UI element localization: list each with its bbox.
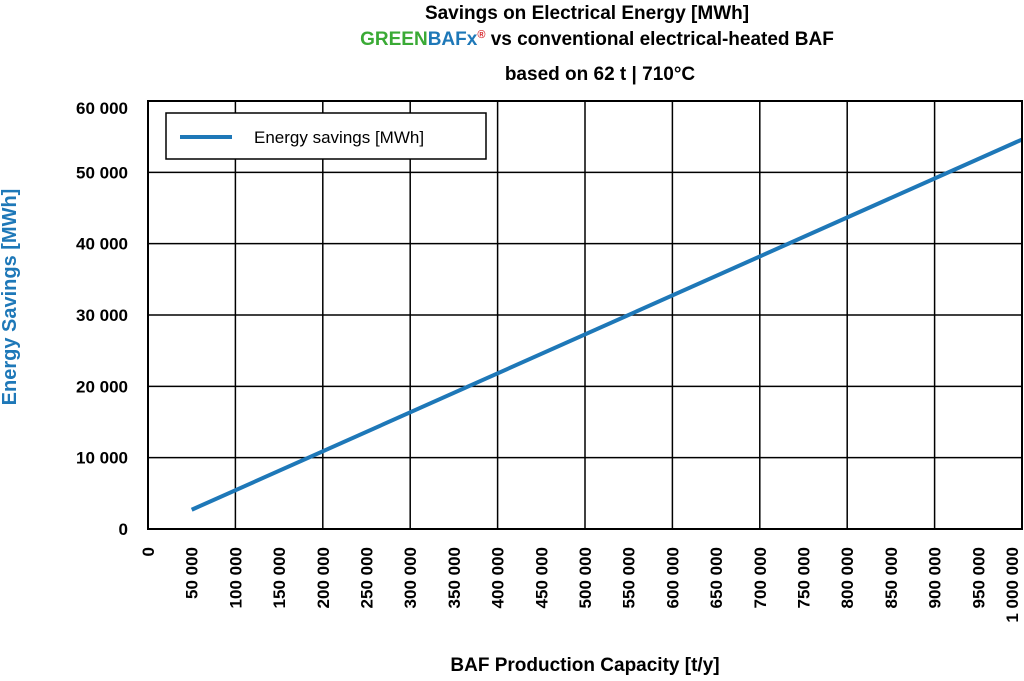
x-tick-label: 750 000 bbox=[795, 547, 814, 608]
brand-registered-mark: ® bbox=[477, 29, 485, 41]
x-tick-label: 850 000 bbox=[882, 547, 901, 608]
x-tick-labels: 0 50 000 100 000 150 000 200 000 250 000 300 0… bbox=[139, 547, 1022, 623]
chart-title-line1: Savings on Electrical Energy [MWh] bbox=[425, 3, 749, 24]
y-axis-label: Energy Savings [MWh] bbox=[0, 189, 21, 406]
x-tick-label: 800 000 bbox=[838, 547, 857, 608]
x-tick-label: 300 000 bbox=[401, 547, 420, 608]
x-axis-label: BAF Production Capacity [t/y] bbox=[450, 655, 719, 676]
grid-layer bbox=[148, 101, 1022, 529]
y-tick-label: 20 000 bbox=[76, 377, 128, 396]
x-tick-label: 450 000 bbox=[532, 547, 551, 608]
legend-label: Energy savings [MWh] bbox=[254, 128, 424, 147]
x-tick-label: 950 000 bbox=[969, 547, 988, 608]
y-tick-label: 60 000 bbox=[76, 99, 128, 118]
y-tick-label: 0 bbox=[119, 520, 128, 539]
x-tick-label: 500 000 bbox=[576, 547, 595, 608]
x-tick-label: 0 bbox=[139, 547, 158, 556]
brand-green-text: GREEN bbox=[360, 29, 428, 50]
chart-subtitle: based on 62 t | 710°C bbox=[505, 64, 696, 85]
series-line-energy-savings bbox=[190, 137, 1023, 512]
legend: Energy savings [MWh] bbox=[165, 112, 487, 160]
y-tick-label: 50 000 bbox=[76, 163, 128, 182]
brand-blue-text: BAFx bbox=[428, 29, 478, 50]
x-tick-label: 150 000 bbox=[270, 547, 289, 608]
y-tick-labels: 0 10 000 20 000 30 000 40 000 50 000 60 000 bbox=[76, 99, 128, 539]
x-tick-label: 900 000 bbox=[926, 547, 945, 608]
title-line2-rest: vs conventional electrical-heated BAF bbox=[485, 29, 833, 50]
y-tick-label: 40 000 bbox=[76, 235, 128, 254]
x-tick-label: 650 000 bbox=[707, 547, 726, 608]
x-tick-label: 250 000 bbox=[358, 547, 377, 608]
chart-title-line2: GREENBAFx® vs conventional electrical-he… bbox=[360, 29, 834, 50]
y-tick-label: 10 000 bbox=[76, 449, 128, 468]
x-tick-label: 50 000 bbox=[183, 547, 202, 599]
x-tick-label: 100 000 bbox=[226, 547, 245, 608]
x-tick-label: 550 000 bbox=[620, 547, 639, 608]
x-tick-label: 200 000 bbox=[314, 547, 333, 608]
x-tick-label: 400 000 bbox=[489, 547, 508, 608]
y-tick-label: 30 000 bbox=[76, 306, 128, 325]
series-layer bbox=[190, 137, 1023, 512]
plot-frame bbox=[147, 100, 1023, 530]
x-tick-label: 350 000 bbox=[445, 547, 464, 608]
x-tick-label: 700 000 bbox=[751, 547, 770, 608]
x-tick-label: 1 000 000 bbox=[1003, 547, 1022, 623]
x-tick-label: 600 000 bbox=[663, 547, 682, 608]
